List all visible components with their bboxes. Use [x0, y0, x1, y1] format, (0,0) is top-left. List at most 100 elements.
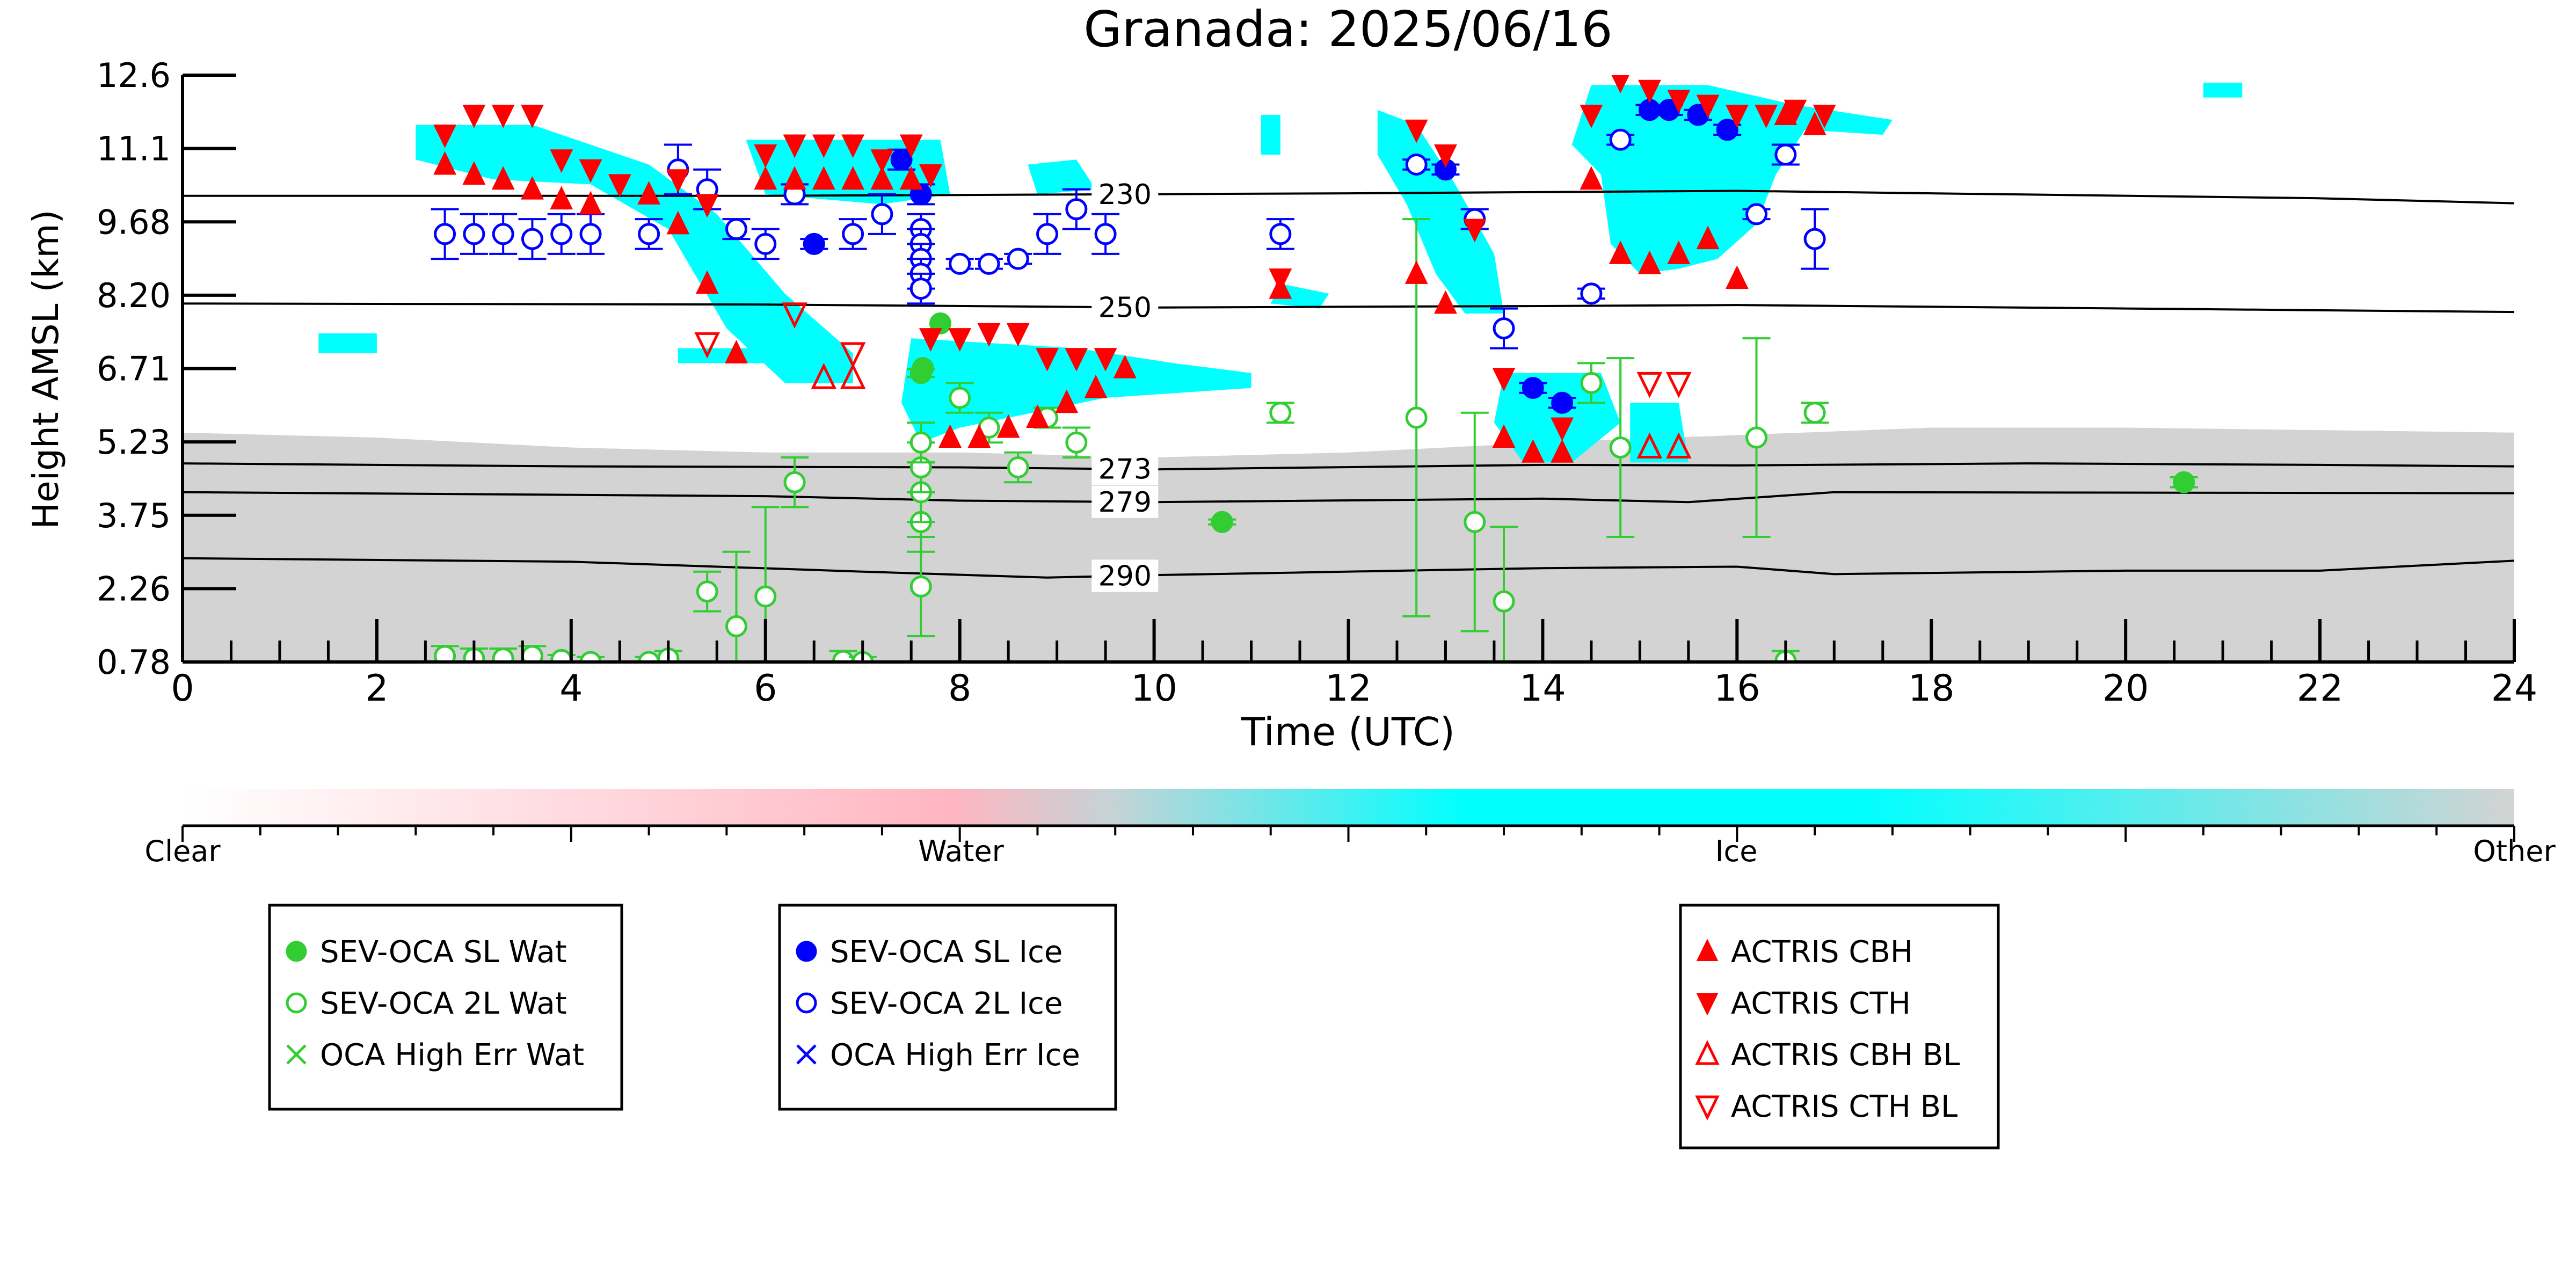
actris-cth-marker: [919, 164, 942, 188]
actris-cth-marker: [550, 149, 573, 173]
actris-cbh-marker: [579, 191, 602, 215]
legend-marker: [796, 1044, 817, 1065]
sev-oca-2l-ice-marker: [754, 232, 777, 255]
sev-oca-2l-wat-marker: [949, 387, 971, 409]
actris-cbh-marker: [433, 151, 456, 175]
actris-cth-bl-marker: [1636, 372, 1663, 398]
actris-cth-marker: [1813, 104, 1836, 128]
legends: SEV-OCA SL Wat SEV-OCA 2L Wat OCA High Err…: [268, 904, 2000, 1149]
ice-cloud-region: [2203, 82, 2243, 98]
actris-cth-marker: [491, 104, 515, 128]
colorbar-label-other: Other: [2473, 834, 2556, 868]
legend-box: [268, 904, 623, 1111]
sev-oca-2l-ice-marker: [1609, 128, 1632, 151]
x-tick-label: 10: [1131, 667, 1177, 710]
actris-cbh-bl-marker: [1636, 432, 1663, 459]
sev-oca-2l-ice-marker: [978, 252, 1000, 275]
sev-oca-sl-ice-marker: [890, 148, 913, 171]
isotherm-label: 273: [1098, 454, 1152, 486]
actris-cbh-marker: [491, 166, 515, 190]
legend-marker: [286, 1044, 307, 1065]
actris-cth-bl-marker: [1665, 372, 1692, 398]
actris-cbh-marker: [1434, 290, 1457, 314]
legend-label: ACTRIS CBH: [1731, 935, 1913, 970]
x-tick-label: 14: [1519, 667, 1566, 710]
sev-oca-2l-wat-marker: [1269, 402, 1292, 424]
sev-oca-2l-ice-marker: [638, 223, 660, 245]
x-tick-label: 18: [1908, 667, 1955, 710]
actris-cth-marker: [1065, 348, 1088, 372]
sev-oca-sl-ice-marker: [1551, 391, 1574, 414]
actris-cth-marker: [695, 194, 719, 218]
isotherm-label-bg: [1091, 453, 1159, 485]
actris-cbh-marker: [695, 270, 719, 294]
x-tick-label: 0: [171, 667, 194, 710]
actris-cbh-marker: [550, 186, 573, 210]
sev-oca-2l-wat-marker: [550, 649, 573, 662]
sev-oca-sl-wat-marker: [2173, 471, 2195, 493]
sev-oca-2l-ice-marker: [1269, 223, 1292, 245]
sev-oca-2l-ice-marker: [1493, 317, 1515, 340]
actris-cth-marker: [608, 174, 631, 198]
colorbar-gradient: [183, 789, 2514, 825]
isotherm-label-bg: [1091, 291, 1159, 324]
sev-oca-sl-wat-marker: [1211, 511, 1233, 533]
ice-cloud-region: [1261, 114, 1280, 155]
sev-oca-sl-ice-marker: [1522, 377, 1544, 399]
actris-cth-marker: [812, 134, 835, 158]
isotherm-line: [182, 462, 2515, 471]
ice-cloud-region: [1377, 110, 1504, 314]
chart-title: Granada: 2025/06/16: [1083, 1, 1612, 58]
actris-cth-marker: [1434, 144, 1457, 168]
legend-marker: [1696, 993, 1719, 1016]
axes: 0 2 4 6 8 10 12 14 16 18 20 22 240.782.263.755.236.7…: [97, 56, 2537, 710]
actris-cbh-bl-marker: [840, 362, 866, 389]
actris-cbh-marker: [1638, 250, 1661, 274]
actris-cth-marker: [521, 104, 544, 128]
actris-cbh-bl-marker: [811, 362, 837, 389]
actris-cbh-marker: [462, 161, 486, 185]
actris-cbh-marker: [521, 176, 544, 200]
isotherm-label: 290: [1098, 560, 1152, 592]
actris-cth-marker: [1551, 417, 1574, 441]
actris-cth-marker: [1405, 119, 1428, 143]
y-tick-label: 9.68: [97, 202, 171, 242]
sev-oca-sl-ice-marker: [803, 232, 825, 255]
actris-cbh-marker: [1405, 260, 1428, 284]
x-tick-label: 8: [948, 667, 971, 710]
actris-cth-bl-marker: [782, 302, 807, 329]
actris-cbh-marker: [996, 414, 1020, 438]
x-tick-label: 22: [2297, 667, 2344, 710]
legend-label: ACTRIS CTH BL: [1731, 1089, 1958, 1124]
actris-cth-marker: [899, 134, 923, 158]
actris-cth-marker: [870, 149, 894, 173]
actris-cth-marker: [579, 159, 602, 183]
isotherm-label-bg: [1091, 559, 1159, 592]
actris-cbh-bl-marker: [1665, 432, 1692, 459]
actris-cbh-marker: [725, 340, 748, 363]
actris-cth-marker: [841, 134, 865, 158]
actris-cth-marker: [1755, 104, 1778, 128]
cloud-classification-field: [183, 82, 2514, 662]
actris-cbh-marker: [1084, 374, 1108, 398]
sev-oca-2l-ice-marker: [463, 223, 485, 245]
actris-cbh-marker: [1696, 225, 1720, 250]
legend-marker: [286, 992, 307, 1014]
actris-cbh-marker: [1492, 424, 1516, 448]
sev-oca-2l-wat-marker: [1745, 426, 1768, 449]
sev-oca-2l-wat-marker: [492, 647, 514, 662]
sev-oca-2l-wat-marker: [1609, 436, 1632, 459]
actris-cbh-marker: [1803, 111, 1827, 135]
sev-oca-2l-wat-marker: [725, 615, 747, 637]
sev-oca-2l-ice-marker: [949, 252, 971, 275]
y-tick-label: 8.20: [97, 276, 171, 315]
colorbar-label-ice: Ice: [1715, 834, 1758, 868]
sev-oca-2l-ice-marker: [521, 228, 543, 250]
sev-oca-2l-wat-error-bar: [722, 550, 751, 662]
actris-cth-marker: [433, 124, 456, 148]
legend-label: SEV-OCA SL Wat: [320, 935, 567, 970]
actris-cth-marker: [1784, 99, 1807, 123]
sev-oca-2l-ice-marker: [579, 223, 602, 245]
sev-oca-2l-wat-marker: [696, 580, 718, 603]
